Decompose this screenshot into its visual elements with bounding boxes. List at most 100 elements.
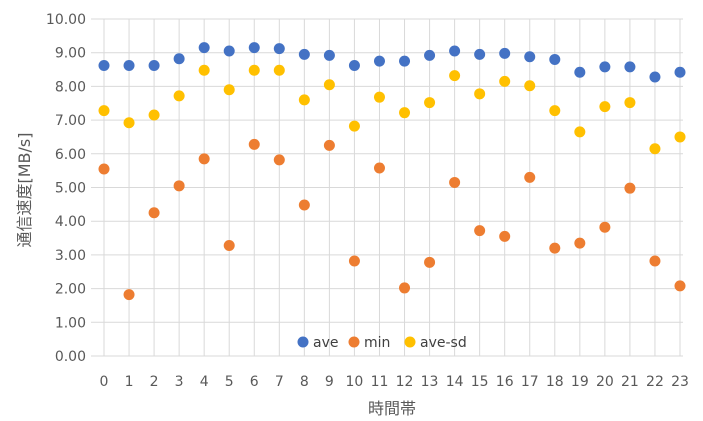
point-min: [223, 239, 235, 251]
point-min: [348, 255, 360, 267]
x-tick-label: 11: [371, 374, 389, 390]
x-axis-title: 時間帯: [368, 399, 416, 418]
x-tick-label: 6: [250, 374, 259, 390]
legend-label-ave-sd: ave-sd: [420, 335, 467, 351]
legend-label-min: min: [364, 335, 390, 351]
y-tick-label: 8.00: [55, 79, 86, 95]
point-ave: [499, 47, 511, 59]
point-ave: [173, 53, 185, 65]
point-min: [373, 162, 385, 174]
x-tick-label: 23: [671, 374, 689, 390]
x-tick-label: 18: [546, 374, 564, 390]
point-min: [399, 282, 411, 294]
point-ave-sd: [424, 97, 436, 109]
point-ave-sd: [549, 105, 561, 117]
point-ave-sd: [449, 70, 461, 82]
legend-marker-min: [348, 336, 360, 348]
point-ave-sd: [499, 75, 511, 87]
point-min: [624, 182, 636, 194]
y-tick-label: 5.00: [55, 181, 86, 197]
y-tick-label: 2.00: [55, 282, 86, 298]
y-tick-label: 10.00: [46, 12, 86, 28]
x-tick-label: 2: [150, 374, 159, 390]
x-tick-label: 20: [596, 374, 614, 390]
x-tick-label: 17: [521, 374, 539, 390]
legend-marker-ave: [297, 336, 309, 348]
x-tick-label: 21: [621, 374, 639, 390]
point-ave-sd: [198, 64, 210, 76]
x-tick-labels: 0 1 2 3 4 5 6 7 8 9 10 11 12 13 14 15 16 17 18 19 20 21 22 23: [100, 374, 689, 390]
x-tick-label: 19: [571, 374, 589, 390]
x-tick-label: 1: [125, 374, 134, 390]
x-tick-label: 14: [446, 374, 464, 390]
legend-label-ave: ave: [313, 335, 338, 351]
point-min: [273, 154, 285, 166]
point-ave-sd: [649, 143, 661, 155]
point-ave: [148, 60, 160, 72]
point-min: [424, 256, 436, 268]
gridlines: [91, 18, 683, 357]
point-min: [173, 180, 185, 192]
point-ave-sd: [599, 101, 611, 113]
point-ave-sd: [148, 109, 160, 121]
x-tick-label: 12: [396, 374, 414, 390]
x-tick-label: 10: [346, 374, 364, 390]
point-ave: [298, 48, 310, 60]
point-min: [198, 153, 210, 165]
point-min: [98, 163, 110, 175]
point-ave: [674, 66, 686, 78]
x-tick-label: 13: [421, 374, 439, 390]
point-ave: [624, 61, 636, 73]
y-tick-label: 3.00: [55, 248, 86, 264]
x-tick-label: 15: [471, 374, 489, 390]
y-tick-label: 7.00: [55, 113, 86, 129]
point-ave-sd: [298, 94, 310, 106]
point-min: [599, 221, 611, 233]
x-tick-label: 7: [275, 374, 284, 390]
x-tick-label: 5: [225, 374, 234, 390]
y-tick-label: 6.00: [55, 147, 86, 163]
point-ave-sd: [674, 131, 686, 143]
point-min: [248, 138, 260, 150]
point-ave: [424, 49, 436, 61]
point-ave-sd: [373, 91, 385, 103]
legend: ave min ave-sd: [297, 335, 467, 351]
point-min: [148, 207, 160, 219]
y-tick-label: 1.00: [55, 315, 86, 331]
legend-marker-ave-sd: [404, 336, 416, 348]
point-ave: [98, 60, 110, 72]
y-tick-labels: 0.00 1.00 2.00 3.00 4.00 5.00 6.00 7.00 8.00 9.00…: [46, 12, 86, 365]
point-ave-sd: [574, 126, 586, 138]
point-min: [298, 199, 310, 211]
x-tick-label: 9: [325, 374, 334, 390]
point-ave: [273, 43, 285, 55]
point-ave-sd: [123, 117, 135, 129]
point-ave-sd: [173, 90, 185, 102]
y-tick-label: 9.00: [55, 46, 86, 62]
point-ave-sd: [323, 79, 335, 91]
x-tick-label: 22: [646, 374, 664, 390]
data-points: [98, 42, 686, 301]
point-min: [524, 171, 536, 183]
point-min: [574, 237, 586, 249]
point-min: [549, 242, 561, 254]
y-axis-title: 通信速度[MB/s]: [15, 133, 34, 248]
point-min: [323, 139, 335, 151]
x-tick-label: 3: [175, 374, 184, 390]
point-ave-sd: [223, 84, 235, 96]
point-ave-sd: [248, 64, 260, 76]
point-ave-sd: [474, 88, 486, 100]
point-ave: [449, 45, 461, 57]
point-ave-sd: [98, 105, 110, 117]
x-tick-label: 0: [100, 374, 109, 390]
x-tick-label: 8: [300, 374, 309, 390]
y-tick-label: 4.00: [55, 214, 86, 230]
point-min: [449, 176, 461, 188]
point-min: [674, 280, 686, 292]
point-ave: [524, 51, 536, 63]
point-min: [474, 225, 486, 237]
point-ave: [348, 60, 360, 72]
x-tick-label: 16: [496, 374, 514, 390]
point-ave-sd: [348, 120, 360, 132]
x-tick-label: 4: [200, 374, 209, 390]
